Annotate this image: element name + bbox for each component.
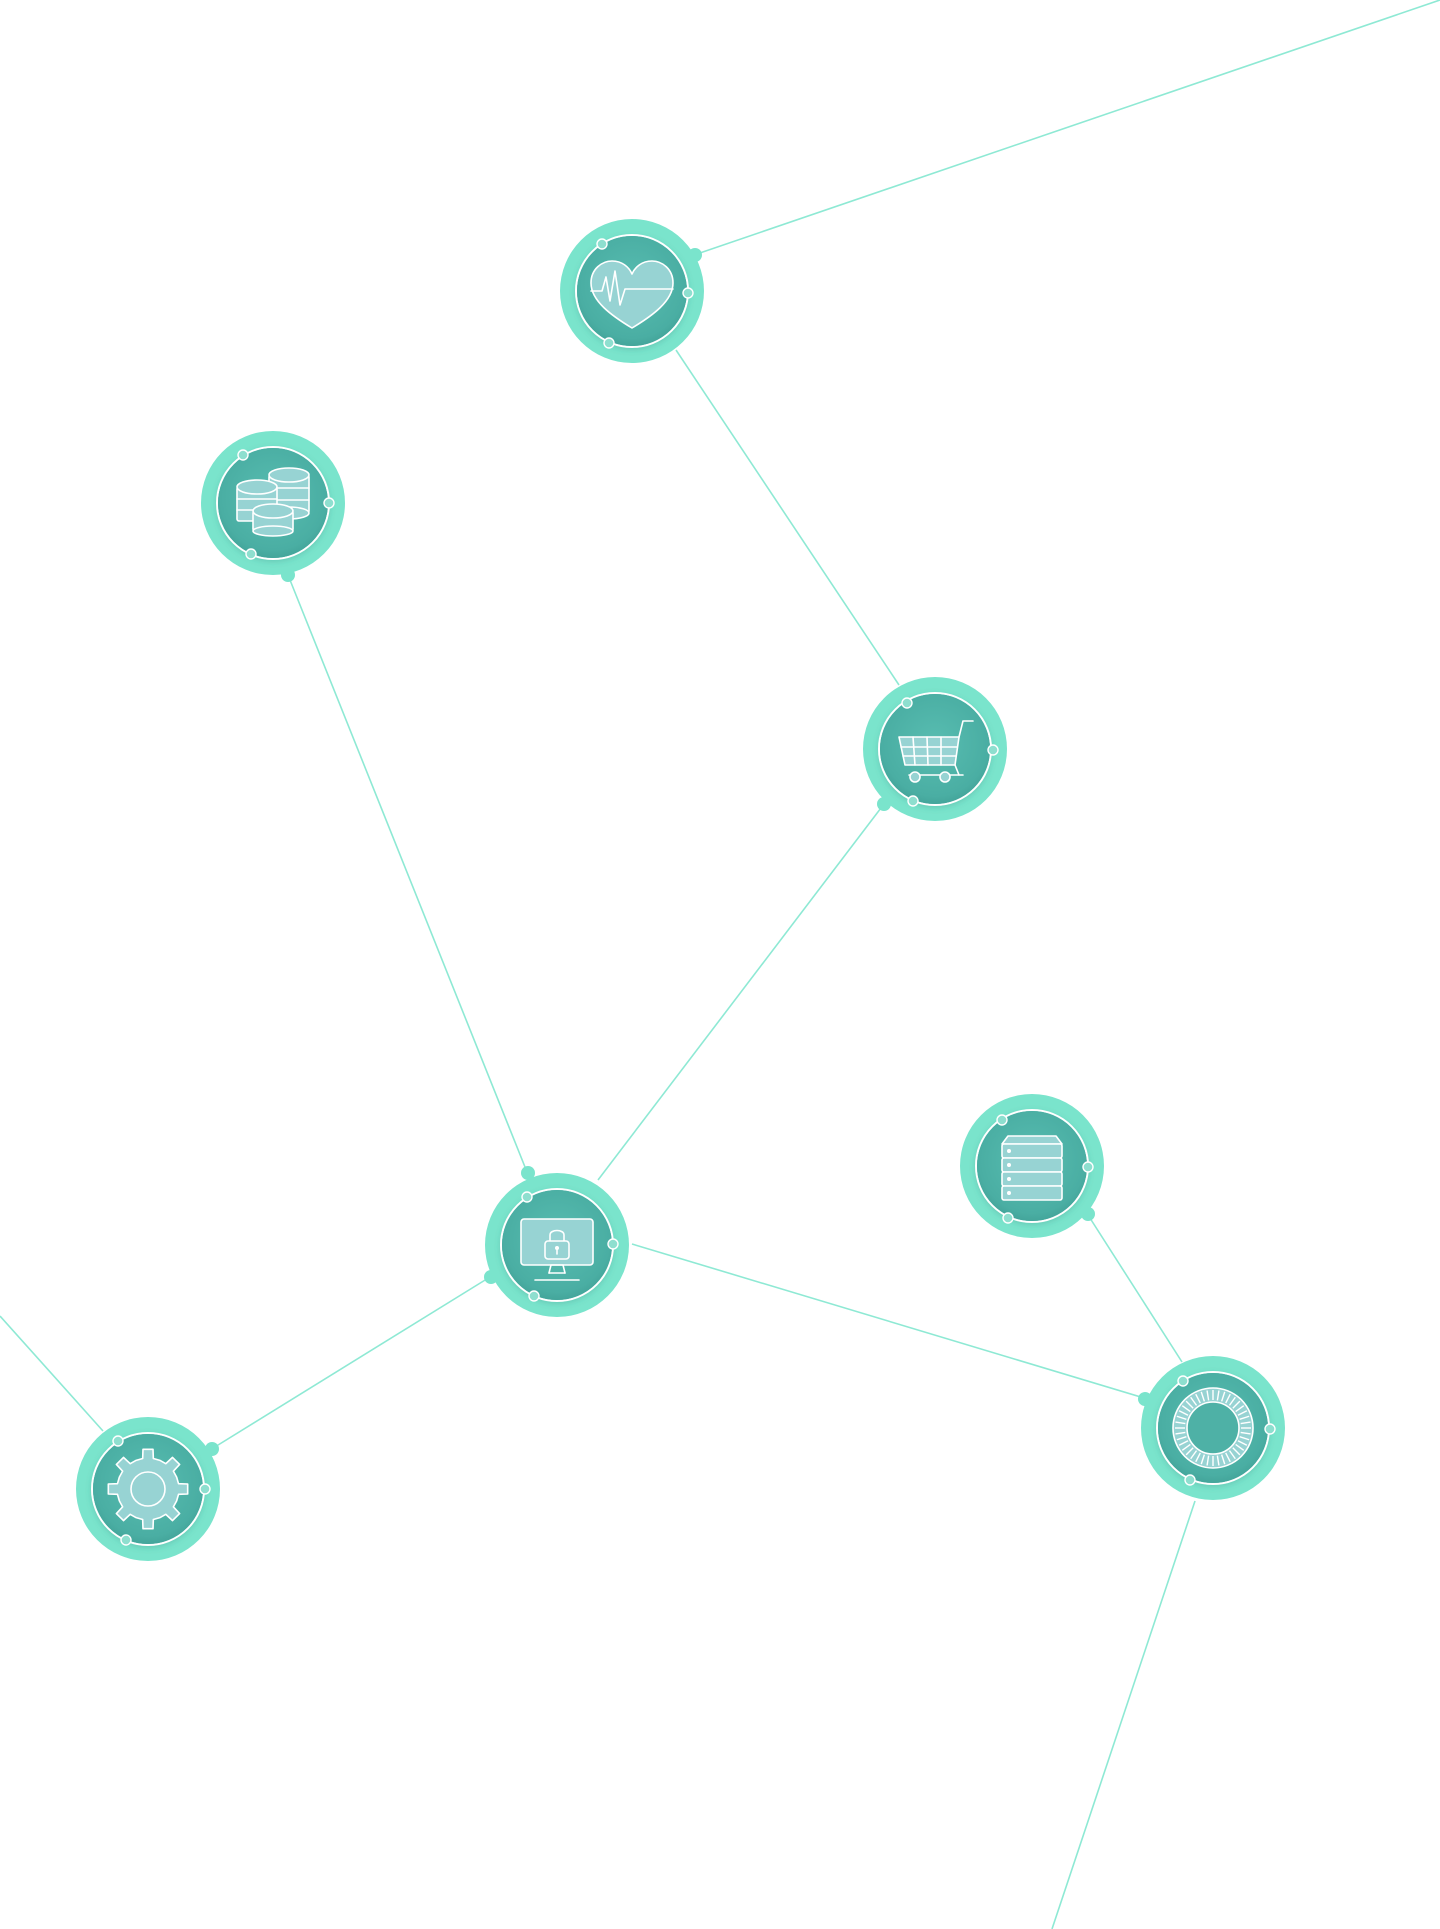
dial-tick xyxy=(1206,1455,1210,1466)
node-cart[interactable] xyxy=(863,677,1007,821)
dial-tick xyxy=(1195,1452,1201,1463)
ring-tick xyxy=(607,1238,619,1250)
dial-tick xyxy=(1181,1443,1191,1451)
dial-tick xyxy=(1225,1393,1231,1404)
port-dot xyxy=(521,1166,535,1180)
ring-tick xyxy=(1082,1161,1094,1173)
ring-tick xyxy=(199,1483,211,1495)
ring-tick xyxy=(682,287,694,299)
edge-health-offscreen xyxy=(693,0,1440,256)
dial-tick xyxy=(1190,1396,1198,1406)
ring-tick xyxy=(996,1114,1008,1126)
dial-tick xyxy=(1216,1455,1220,1466)
dial-tick xyxy=(1235,1405,1245,1413)
dial-tick xyxy=(1200,1391,1206,1402)
dial-tick xyxy=(1176,1435,1187,1441)
ring-tick xyxy=(323,497,335,509)
ring-tick xyxy=(112,1435,124,1447)
dial-tick xyxy=(1232,1447,1241,1456)
server-rack-icon xyxy=(1001,1135,1063,1201)
dial-tick xyxy=(1235,1443,1245,1451)
ring-tick xyxy=(1177,1375,1189,1387)
edge-coins-security xyxy=(287,574,528,1173)
dial-tick xyxy=(1237,1410,1248,1416)
dial-tick xyxy=(1178,1410,1189,1416)
dial-tick xyxy=(1239,1415,1250,1421)
ring-tick xyxy=(237,449,249,461)
edge-server-target xyxy=(1087,1214,1183,1363)
node-coins[interactable] xyxy=(201,431,345,575)
ring-tick xyxy=(245,548,257,560)
dial-tick xyxy=(1178,1440,1189,1446)
ring-tick xyxy=(603,337,615,349)
dial-tick xyxy=(1240,1421,1251,1425)
dial-tick xyxy=(1175,1431,1186,1435)
dial-tick xyxy=(1195,1393,1201,1404)
edge-ports xyxy=(205,248,1152,1456)
ring-tick xyxy=(120,1534,132,1546)
ring-tick xyxy=(528,1290,540,1302)
shopping-cart-icon xyxy=(898,720,974,783)
dial-tick xyxy=(1220,1454,1226,1465)
ring-tick xyxy=(521,1191,533,1203)
dial-tick xyxy=(1206,1390,1210,1401)
gear-icon xyxy=(107,1448,189,1530)
node-target[interactable] xyxy=(1141,1356,1285,1500)
edge-health-cart xyxy=(675,349,900,686)
ring-tick xyxy=(907,795,919,807)
dial-tick xyxy=(1228,1450,1236,1460)
node-server[interactable] xyxy=(960,1094,1104,1238)
monitor-lock-icon xyxy=(520,1218,594,1281)
ring-tick xyxy=(1264,1423,1276,1435)
dial-tick xyxy=(1239,1435,1250,1441)
node-health[interactable] xyxy=(560,219,704,363)
dial-tick xyxy=(1225,1452,1231,1463)
dial-tick xyxy=(1228,1396,1236,1406)
ring-tick xyxy=(987,744,999,756)
ring-tick xyxy=(1184,1474,1196,1486)
dial-tick xyxy=(1175,1421,1186,1425)
dial-tick xyxy=(1216,1390,1220,1401)
edge-cart-security xyxy=(597,803,885,1181)
dial-tick xyxy=(1185,1447,1194,1456)
dial-tick xyxy=(1240,1431,1251,1435)
edge-security-target xyxy=(631,1243,1145,1399)
dial-tick xyxy=(1185,1400,1194,1409)
heart-pulse-icon xyxy=(590,260,674,329)
edge-settings-offscreen xyxy=(0,1315,104,1432)
node-settings[interactable] xyxy=(76,1417,220,1561)
dial-tick xyxy=(1220,1391,1226,1402)
coin-stack-icon xyxy=(236,467,310,537)
ring-tick xyxy=(1002,1212,1014,1224)
ring-tick xyxy=(596,238,608,250)
dial-tick xyxy=(1200,1454,1206,1465)
dial-tick xyxy=(1237,1440,1248,1446)
edge-security-settings xyxy=(209,1276,491,1451)
dial-tick xyxy=(1190,1450,1198,1460)
dial-tick xyxy=(1176,1415,1187,1421)
ring-tick xyxy=(901,697,913,709)
target-dial-icon xyxy=(1172,1387,1254,1469)
node-security[interactable] xyxy=(485,1173,629,1317)
edge-target-offscreen xyxy=(1051,1500,1196,1929)
dial-tick xyxy=(1181,1405,1191,1413)
dial-tick xyxy=(1232,1400,1241,1409)
